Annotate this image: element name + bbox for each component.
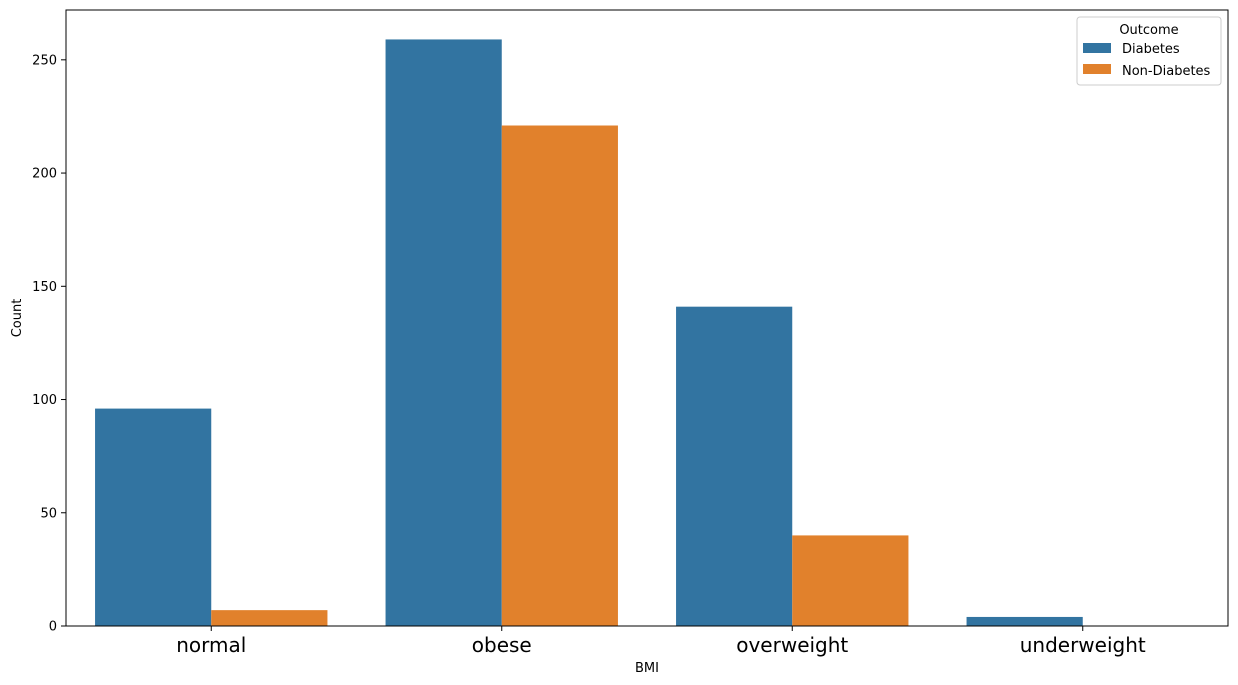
x-tick-label-obese: obese (472, 633, 532, 657)
legend-swatch-diabetes (1083, 43, 1111, 53)
x-tick-label-underweight: underweight (1020, 633, 1146, 657)
x-tick-label-overweight: overweight (736, 633, 848, 657)
legend-frame (1076, 16, 1222, 86)
x-tick-label-normal: normal (176, 633, 246, 657)
legend-title: Outcome (1119, 23, 1178, 38)
bars-group (95, 39, 1083, 627)
legend: Outcome Diabetes Non-Diabetes (1076, 16, 1222, 86)
y-tick-label: 0 (49, 620, 57, 635)
y-tick-label: 250 (32, 53, 57, 68)
y-tick-label: 150 (32, 280, 57, 295)
plot-frame (65, 9, 1229, 627)
bar-non-diabetes-overweight (792, 535, 909, 626)
y-tick-label: 200 (32, 167, 57, 182)
x-axis-ticks: normal obese overweight underweight (176, 626, 1146, 657)
y-axis-label: Count (10, 299, 25, 338)
legend-label-diabetes: Diabetes (1122, 42, 1180, 57)
bar-diabetes-obese (385, 39, 502, 627)
bar-non-diabetes-obese (501, 125, 618, 626)
bar-diabetes-overweight (676, 306, 793, 626)
bar-non-diabetes-normal (211, 610, 328, 626)
y-axis-ticks: 0 50 100 150 200 250 (32, 53, 66, 635)
legend-swatch-non-diabetes (1083, 64, 1111, 74)
y-tick-label: 50 (40, 506, 57, 521)
legend-label-non-diabetes: Non-Diabetes (1122, 64, 1211, 79)
bar-diabetes-underweight (966, 616, 1083, 626)
bar-diabetes-normal (95, 408, 212, 626)
x-axis-label: BMI (635, 661, 659, 676)
y-tick-label: 100 (32, 393, 57, 408)
